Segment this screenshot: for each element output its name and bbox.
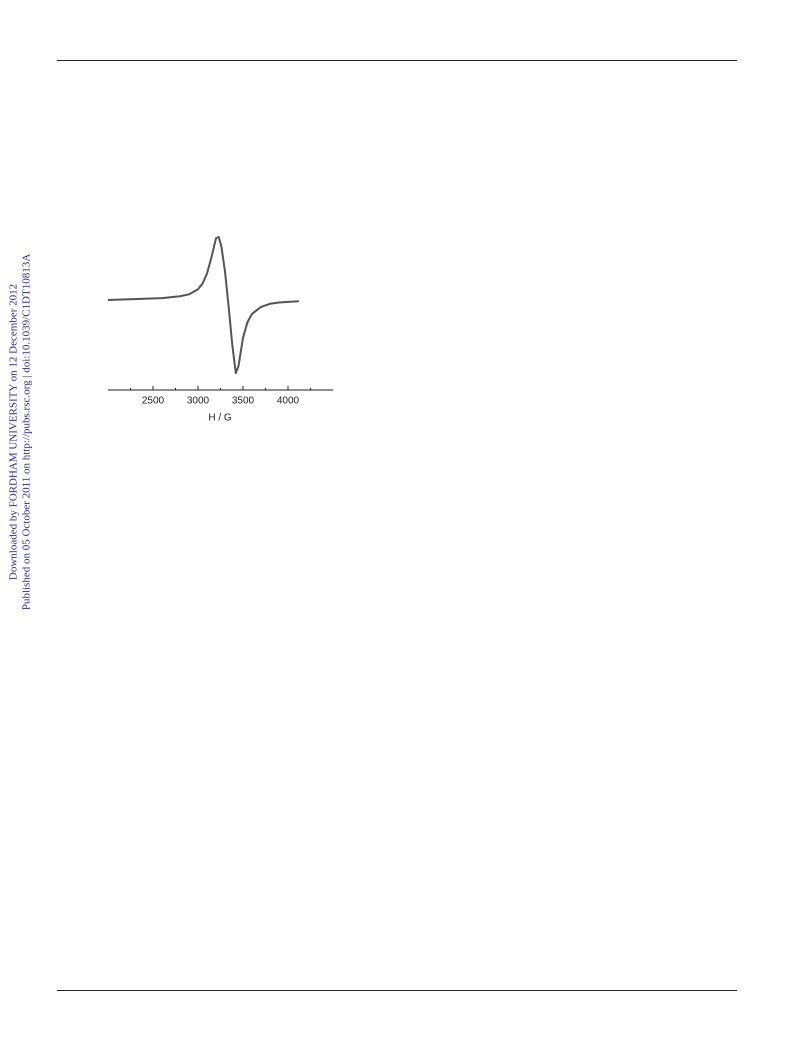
sidebar-download: Downloaded by FORDHAM UNIVERSITY on 12 D… xyxy=(8,284,20,580)
spectrum-line xyxy=(107,236,299,375)
x-tick-label: 2500 xyxy=(142,396,165,407)
sidebar-published: Published on 05 October 2011 on http://p… xyxy=(21,254,33,610)
x-axis-label: H / G xyxy=(208,413,232,424)
x-tick-label: 3000 xyxy=(187,396,210,407)
x-tick-label: 3500 xyxy=(232,396,255,407)
x-tick-label: 4000 xyxy=(277,396,300,407)
